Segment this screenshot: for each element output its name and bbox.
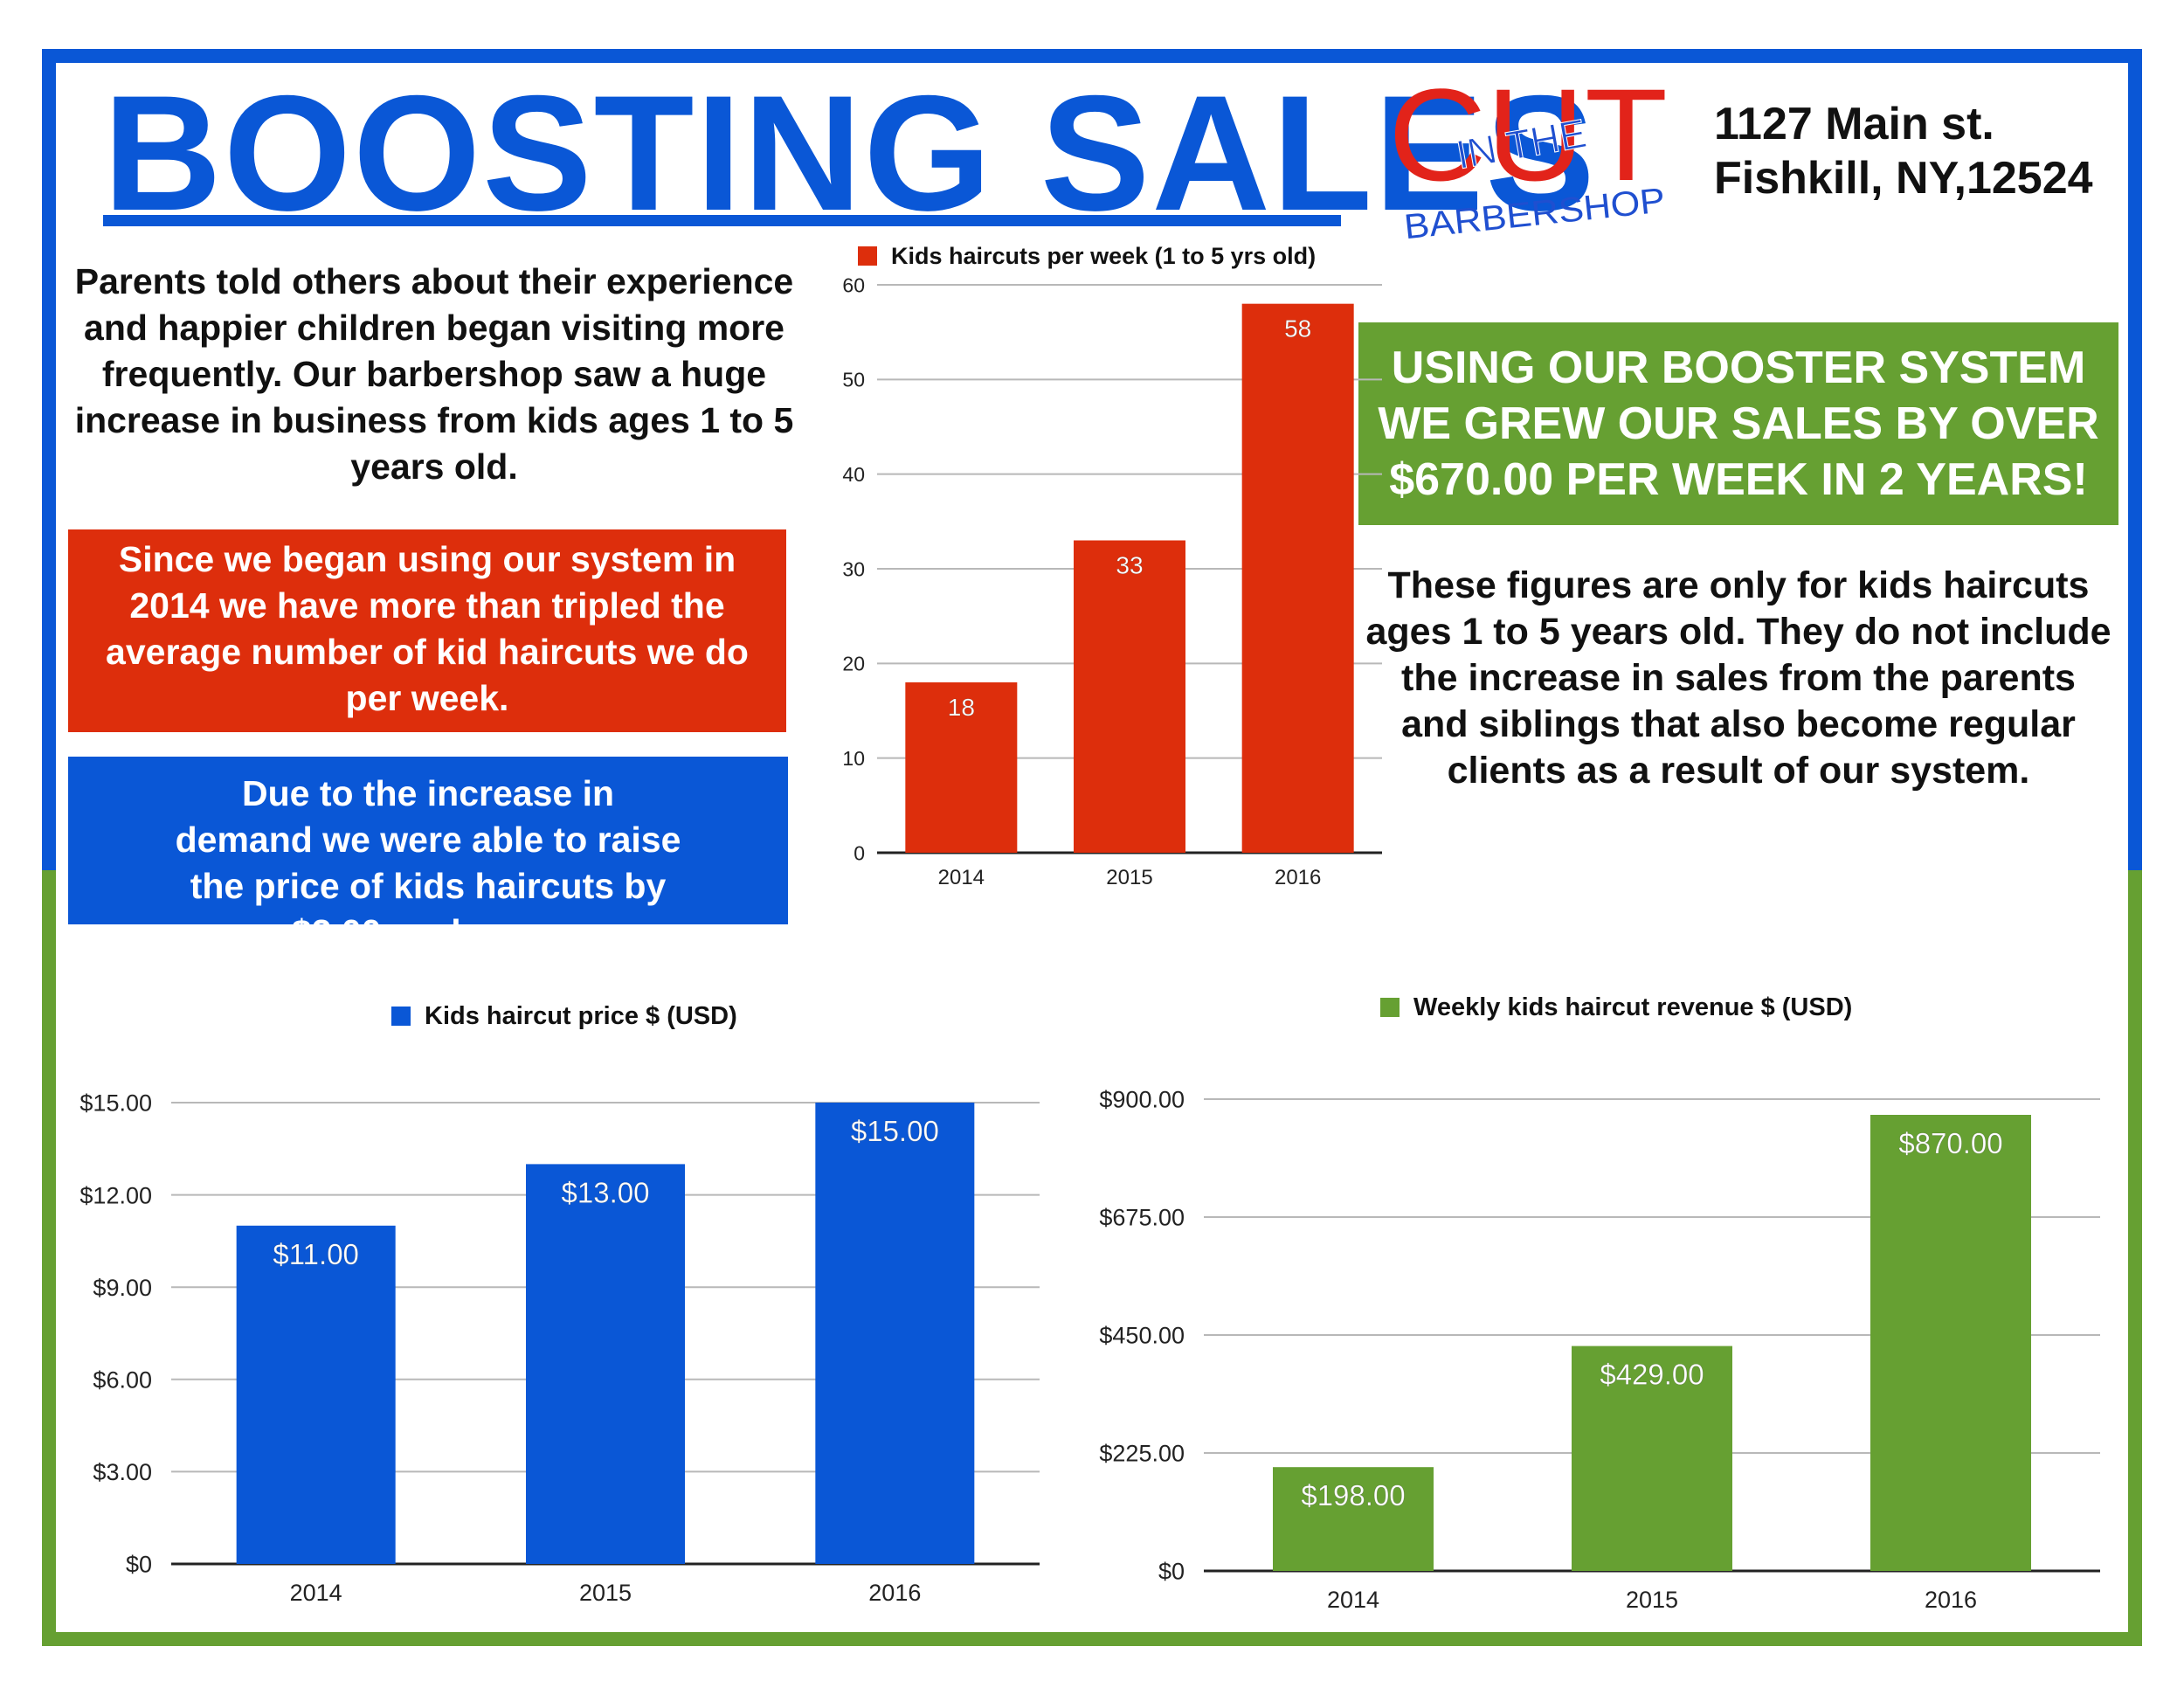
page-title: BOOSTING SALES	[103, 61, 1597, 245]
y-tick-label: $15.00	[79, 1090, 152, 1117]
data-label: 58	[1284, 315, 1311, 342]
data-label: $429.00	[1600, 1359, 1704, 1391]
bar	[1273, 1467, 1434, 1571]
tripled-callout: Since we began using our system in 2014 …	[68, 529, 786, 732]
y-tick-label: 30	[842, 557, 865, 580]
y-tick-label: $450.00	[1099, 1323, 1185, 1349]
legend-label: Kids haircut price $ (USD)	[425, 1002, 737, 1030]
chart-kids-haircut-price: Kids haircut price $ (USD) $0 $3.00 $6.00 $9…	[79, 1002, 1040, 1606]
data-label: $15.00	[851, 1115, 939, 1147]
barbershop-logo: CUT IN THE BARBERSHOP	[1388, 77, 1668, 246]
data-label: $198.00	[1301, 1479, 1405, 1512]
y-tick-label: $3.00	[93, 1459, 152, 1485]
x-tick-label: 2014	[290, 1580, 342, 1606]
legend-swatch	[391, 1007, 411, 1026]
y-tick-label: 20	[842, 653, 865, 675]
y-tick-label: $9.00	[93, 1275, 152, 1301]
y-tick-label: $675.00	[1099, 1205, 1185, 1231]
parents-paragraph: Parents told others about their experien…	[74, 261, 794, 487]
legend-label: Weekly kids haircut revenue $ (USD)	[1413, 993, 1852, 1021]
legend-swatch	[1380, 998, 1400, 1017]
x-tick-label: 2014	[938, 866, 985, 889]
price-text: Due to the increase in demand we were ab…	[175, 773, 681, 952]
bar	[1241, 303, 1354, 854]
y-tick-label: $0	[1158, 1559, 1185, 1585]
data-label: 33	[1116, 552, 1143, 579]
data-label: 18	[948, 694, 975, 721]
x-tick-label: 2015	[1626, 1587, 1678, 1613]
logo-cut: CUT	[1388, 77, 1668, 208]
bar	[1074, 540, 1185, 853]
legend-label: Kids haircuts per week (1 to 5 yrs old)	[891, 243, 1316, 269]
bar	[1870, 1115, 2031, 1571]
y-tick-label: 10	[842, 747, 865, 770]
x-tick-label: 2016	[868, 1580, 921, 1606]
x-tick-label: 2014	[1327, 1587, 1379, 1613]
chart-weekly-revenue: Weekly kids haircut revenue $ (USD) $0 $22…	[1099, 993, 2100, 1613]
y-tick-label: $900.00	[1099, 1087, 1185, 1113]
data-label: $11.00	[273, 1238, 358, 1270]
frame-bottom-green	[42, 870, 2142, 1646]
chart-kids-haircuts-per-week: Kids haircuts per week (1 to 5 yrs old) 0…	[842, 243, 1382, 889]
x-tick-label: 2016	[1925, 1587, 1977, 1613]
data-label: $13.00	[562, 1176, 650, 1208]
legend-swatch	[858, 246, 877, 266]
y-tick-label: $0	[126, 1552, 152, 1578]
frame-top-blue	[42, 49, 2142, 870]
bar	[526, 1164, 685, 1564]
y-tick-label: 40	[842, 463, 865, 486]
address-line-1: 1127 Main st.	[1714, 99, 1994, 149]
booster-text: USING OUR BOOSTER SYSTEM WE GREW OUR SAL…	[1378, 342, 2099, 505]
data-label: $870.00	[1898, 1127, 2002, 1159]
x-tick-label: 2016	[1275, 866, 1321, 889]
figures-note: These figures are only for kids haircuts…	[1365, 564, 2111, 792]
address-line-2: Fishkill, NY,12524	[1714, 153, 2093, 204]
bar	[236, 1225, 396, 1564]
x-tick-label: 2015	[1106, 866, 1152, 889]
y-tick-label: $6.00	[93, 1367, 152, 1394]
bar	[815, 1103, 975, 1564]
y-tick-label: 60	[842, 273, 865, 296]
y-tick-label: 50	[842, 369, 865, 391]
x-tick-label: 2015	[579, 1580, 632, 1606]
y-tick-label: 0	[854, 841, 865, 864]
title-underline	[103, 215, 1341, 226]
price-callout: Due to the increase in demand we were ab…	[68, 757, 788, 952]
bar	[905, 682, 1018, 853]
y-tick-label: $12.00	[79, 1182, 152, 1208]
tripled-text: Since we began using our system in 2014 …	[106, 539, 749, 718]
bar	[1572, 1346, 1732, 1571]
y-tick-label: $225.00	[1099, 1441, 1185, 1467]
booster-callout: USING OUR BOOSTER SYSTEM WE GREW OUR SAL…	[1358, 322, 2118, 525]
